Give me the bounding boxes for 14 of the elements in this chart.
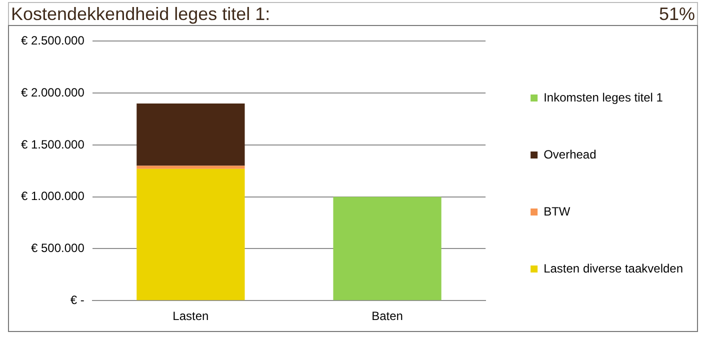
legend-label: BTW <box>544 204 571 218</box>
y-tick-label: € 2.000.000 <box>20 85 85 100</box>
x-tick-label: Lasten <box>172 309 209 324</box>
x-tick-label: Baten <box>372 309 403 324</box>
text: 51% <box>658 4 695 24</box>
y-tick-label: € 2.500.000 <box>20 34 85 48</box>
chart-title: Kostendekkendheid leges titel 1: <box>11 4 270 24</box>
legend-label: Inkomsten leges titel 1 <box>544 90 664 104</box>
y-tick-label: € 1.000.000 <box>20 189 85 204</box>
y-tick-label: € 500.000 <box>31 241 85 256</box>
legend-label: Overhead <box>544 147 596 162</box>
y-tick-label: € 1.500.000 <box>20 137 85 152</box>
legend-label: Lasten diverse taakvelden <box>544 261 684 276</box>
y-tick-label: € - <box>70 292 84 307</box>
